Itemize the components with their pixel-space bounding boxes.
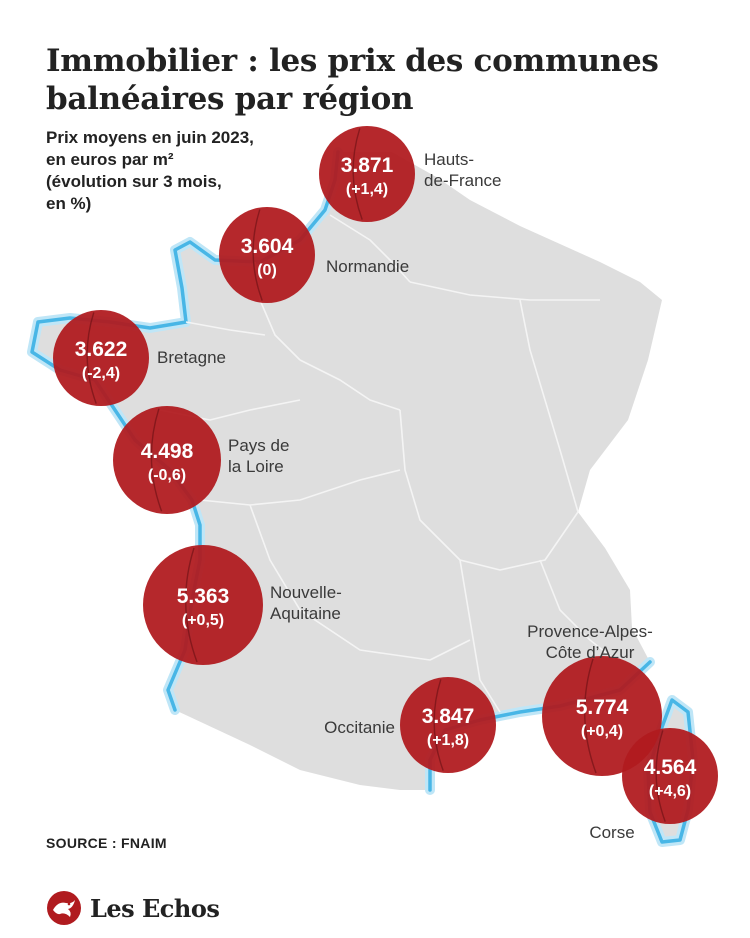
region-change: (+1,4) xyxy=(346,181,388,198)
region-change: (-0,6) xyxy=(148,467,186,484)
brand-name: Les Echos xyxy=(90,894,219,923)
region-name-line: Côte d’Azur xyxy=(546,643,635,662)
region-name-line: Hauts- xyxy=(424,150,474,169)
region-bubble: 3.622 (-2,4) xyxy=(53,310,149,406)
les-echos-logo-icon xyxy=(46,890,82,926)
region-name-line: Bretagne xyxy=(157,348,226,367)
region-name: Hauts-de-France xyxy=(424,150,501,190)
region-price: 3.604 xyxy=(241,235,294,258)
region-bubble: 4.564 (+4,6) xyxy=(622,728,718,824)
region-change: (0) xyxy=(257,262,277,279)
region-name-line: Provence-Alpes- xyxy=(527,622,653,641)
region-change: (-2,4) xyxy=(82,365,120,382)
region-name-line: de-France xyxy=(424,171,501,190)
source-note: SOURCE : FNAIM xyxy=(46,835,167,851)
region-name-line: la Loire xyxy=(228,457,284,476)
region-bubble: 3.871 (+1,4) xyxy=(319,126,415,222)
region-bubble: 4.498 (-0,6) xyxy=(113,406,221,514)
region-price: 5.363 xyxy=(177,585,230,608)
region-name: Bretagne xyxy=(157,348,226,367)
region-name-line: Pays de xyxy=(228,436,289,455)
region-price: 3.847 xyxy=(422,705,475,728)
region-price: 5.774 xyxy=(576,696,629,719)
region-price: 4.498 xyxy=(141,440,194,463)
region-price: 4.564 xyxy=(644,756,697,779)
region-name-line: Occitanie xyxy=(324,718,395,737)
region-name-line: Nouvelle- xyxy=(270,583,342,602)
region-change: (+0,4) xyxy=(581,723,623,740)
region-change: (+0,5) xyxy=(182,612,224,629)
brand: Les Echos xyxy=(46,888,219,928)
region-name-line: Corse xyxy=(589,823,634,842)
region-bubble: 5.363 (+0,5) xyxy=(143,545,263,665)
region-change: (+1,8) xyxy=(427,732,469,749)
region-price: 3.871 xyxy=(341,154,394,177)
region-name-line: Aquitaine xyxy=(270,604,341,623)
region-name-line: Normandie xyxy=(326,257,409,276)
region-change: (+4,6) xyxy=(649,783,691,800)
region-name: Corse xyxy=(589,823,634,842)
region-bubble: 3.604 (0) xyxy=(219,207,315,303)
region-price: 3.622 xyxy=(75,338,128,361)
region-name: Normandie xyxy=(326,257,409,276)
region-bubble: 3.847 (+1,8) xyxy=(400,677,496,773)
region-name: Occitanie xyxy=(324,718,395,737)
